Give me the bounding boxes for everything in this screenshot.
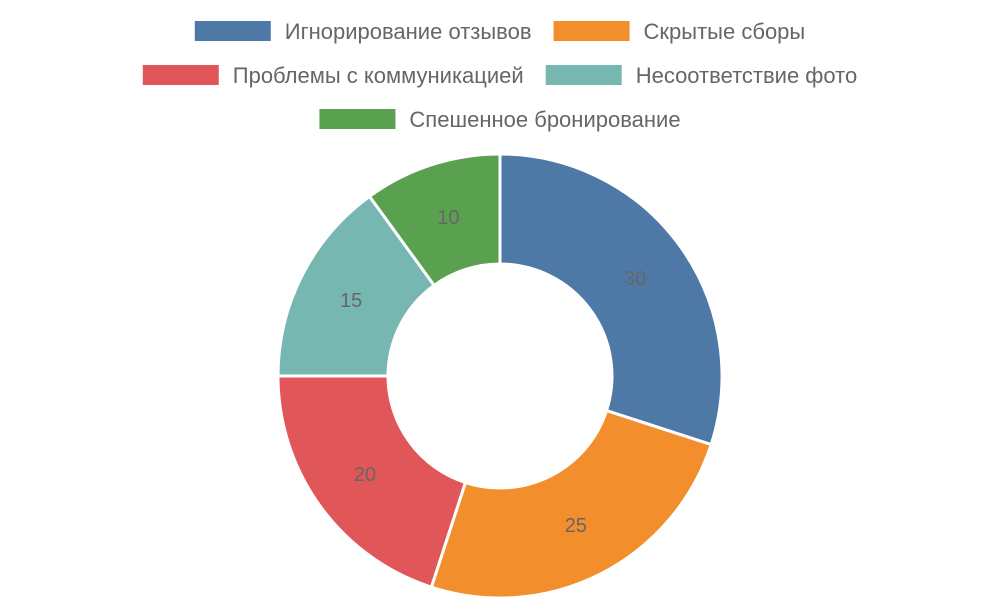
chart-legend: Игнорирование отзывов Скрытые сборы Пробле…: [142, 19, 858, 132]
slice-value-label: 15: [340, 290, 362, 312]
legend-label: Скрытые сборы: [644, 19, 806, 44]
donut-slice[interactable]: [367, 152, 502, 288]
legend-swatch: [142, 65, 219, 85]
slice-value-label: 20: [354, 464, 376, 486]
slice-value-label: 10: [437, 207, 459, 229]
slice-value-label: 30: [624, 268, 646, 290]
legend-label: Проблемы с коммуникацией: [233, 63, 524, 88]
legend-item[interactable]: Скрытые сборы: [553, 19, 806, 44]
slice-value-label: 25: [565, 515, 587, 537]
chart-slices: [276, 152, 724, 600]
legend-label: Спешенное бронирование: [409, 107, 680, 132]
legend-label: Несоответствие фото: [636, 63, 858, 88]
donut-slice[interactable]: [498, 152, 724, 447]
chart-slice-labels: 30 25 20 15 10: [340, 207, 646, 537]
donut-slice[interactable]: [429, 408, 714, 600]
legend-item[interactable]: Несоответствие фото: [545, 63, 858, 88]
legend-swatch: [545, 65, 622, 85]
legend-label: Игнорирование отзывов: [285, 19, 532, 44]
donut-slice[interactable]: [276, 194, 437, 378]
legend-item[interactable]: Проблемы с коммуникацией: [142, 63, 524, 88]
legend-swatch: [553, 21, 630, 41]
legend-item[interactable]: Игнорирование отзывов: [194, 19, 532, 44]
legend-swatch: [319, 109, 396, 129]
legend-item[interactable]: Спешенное бронирование: [319, 107, 681, 132]
legend-swatch: [194, 21, 271, 41]
donut-slice[interactable]: [276, 374, 468, 590]
